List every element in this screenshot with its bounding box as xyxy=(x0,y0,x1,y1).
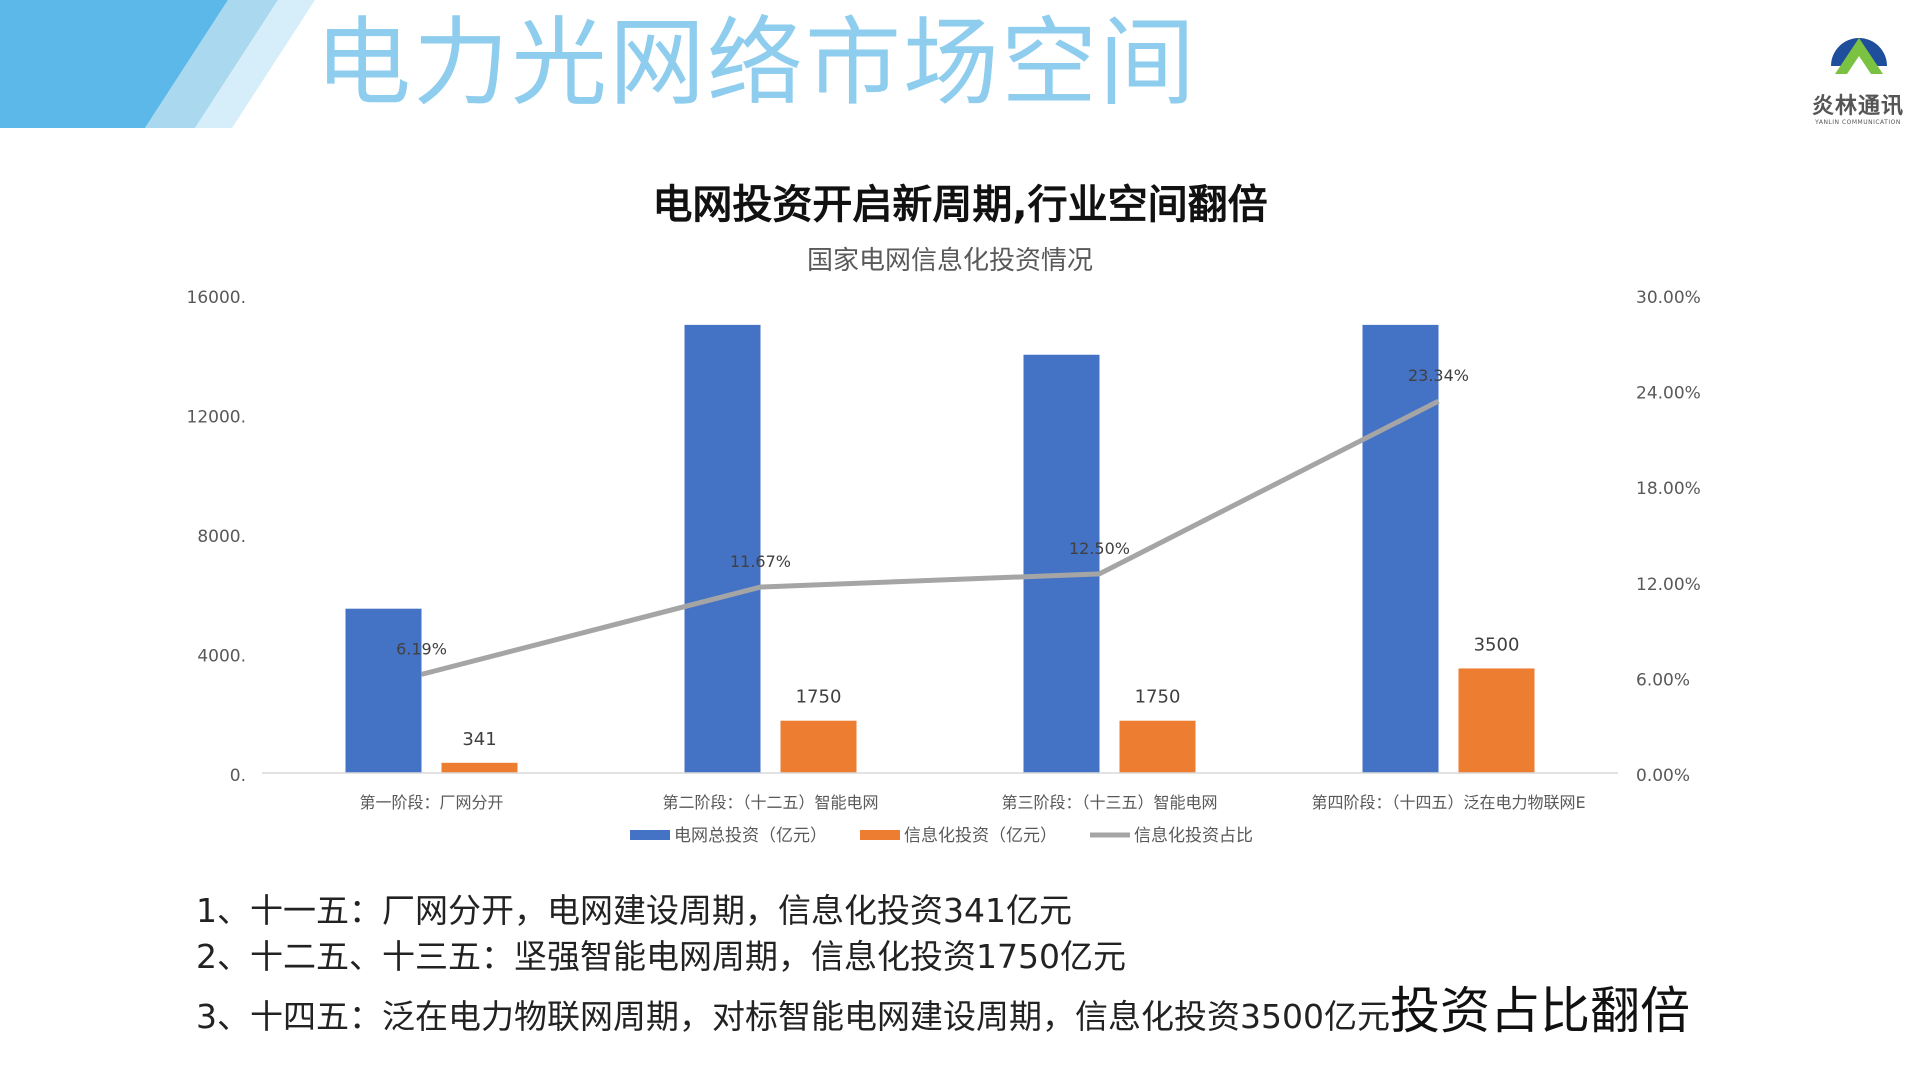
legend-label: 信息化投资（亿元） xyxy=(904,826,1057,846)
line-data-label: 11.67% xyxy=(730,552,791,571)
note-text: 3、十四五：泛在电力物联网周期，对标智能电网建设周期，信息化投资3500亿元 xyxy=(196,997,1390,1036)
y-left-tick-label: 8000. xyxy=(197,527,246,547)
bar-it-investment xyxy=(1458,668,1535,773)
slide-title: 电力光网络市场空间 xyxy=(315,7,1197,119)
line-it-share xyxy=(420,398,1440,677)
line-data-label: 12.50% xyxy=(1069,539,1130,558)
bar-total-investment xyxy=(1023,354,1100,773)
note-line-2: 2、十二五、十三五：坚强智能电网周期，信息化投资1750亿元 xyxy=(196,934,1690,980)
y-right-tick-label: 6.00% xyxy=(1636,670,1690,690)
y-right-tick-label: 12.00% xyxy=(1636,575,1701,595)
x-tick-label: 第四阶段：（十四五）泛在电力物联网E xyxy=(1311,793,1585,812)
y-right-tick-label: 0.00% xyxy=(1636,766,1690,786)
note-emphasis: 投资占比翻倍 xyxy=(1389,982,1690,1040)
summary-notes: 1、十一五：厂网分开，电网建设周期，信息化投资341亿元 2、十二五、十三五：坚… xyxy=(196,888,1690,1040)
note-text: 1、十一五：厂网分开，电网建设周期，信息化投资341亿元 xyxy=(196,891,1072,930)
chart-title: 电网投资开启新周期,行业空间翻倍 xyxy=(652,182,1268,228)
mountain-dome-logo-icon xyxy=(1831,38,1887,74)
y-right-tick-label: 18.00% xyxy=(1636,479,1701,499)
bar-total-investment xyxy=(345,608,422,773)
line-data-label: 23.34% xyxy=(1408,366,1469,385)
bar-it-investment xyxy=(441,762,518,773)
note-text: 2、十二五、十三五：坚强智能电网周期，信息化投资1750亿元 xyxy=(196,937,1126,976)
bar-total-investment xyxy=(1362,324,1439,773)
y-left-tick-label: 12000. xyxy=(187,408,246,428)
y-left-tick-label: 16000. xyxy=(187,288,246,308)
x-tick-label: 第三阶段：（十三五）智能电网 xyxy=(1001,793,1217,812)
company-logo: 炎林通讯 YANLIN COMMUNICATION xyxy=(1808,16,1908,136)
x-tick-label: 第一阶段：厂网分开 xyxy=(359,793,503,812)
line-data-label: 6.19% xyxy=(396,639,447,658)
bar-data-label: 341 xyxy=(462,729,496,750)
y-left-tick-label: 4000. xyxy=(197,647,246,667)
logo-subtitle: YANLIN COMMUNICATION xyxy=(1815,119,1901,126)
x-tick-label: 第二阶段：（十二五）智能电网 xyxy=(662,793,878,812)
bar-data-label: 1750 xyxy=(796,687,842,708)
chart-subtitle: 国家电网信息化投资情况 xyxy=(807,246,1093,276)
legend-label: 电网总投资（亿元） xyxy=(674,826,827,846)
note-line-3: 3、十四五：泛在电力物联网周期，对标智能电网建设周期，信息化投资3500亿元投资… xyxy=(196,986,1690,1040)
bar-data-label: 1750 xyxy=(1135,687,1181,708)
bar-it-investment xyxy=(780,720,857,773)
investment-chart: 国家电网信息化投资情况 0. 4000. 8000. 12000. 16000. 0.00%… xyxy=(187,246,1701,846)
legend-swatch xyxy=(630,830,670,840)
bar-total-investment xyxy=(684,324,761,773)
note-line-1: 1、十一五：厂网分开，电网建设周期，信息化投资341亿元 xyxy=(196,888,1690,934)
logo-name: 炎林通讯 xyxy=(1811,94,1904,119)
legend-swatch xyxy=(860,830,900,840)
y-right-tick-label: 30.00% xyxy=(1636,288,1701,308)
bar-data-label: 3500 xyxy=(1474,634,1520,655)
y-right-tick-label: 24.00% xyxy=(1636,384,1701,404)
y-left-tick-label: 0. xyxy=(230,766,246,786)
bar-it-investment xyxy=(1119,720,1196,773)
header-decoration xyxy=(0,0,315,128)
legend-label: 信息化投资占比 xyxy=(1134,826,1253,846)
